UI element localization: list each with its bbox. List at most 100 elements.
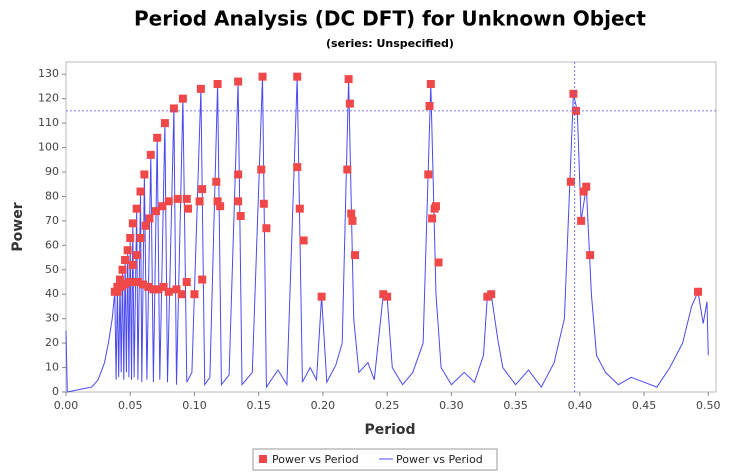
point bbox=[139, 280, 148, 289]
y-tick-label: 50 bbox=[45, 263, 59, 276]
legend-label: Power vs Period bbox=[272, 453, 359, 466]
point bbox=[343, 165, 352, 174]
point bbox=[196, 84, 205, 93]
x-tick-label: 0.10 bbox=[182, 399, 207, 412]
point bbox=[172, 285, 181, 294]
point bbox=[177, 290, 186, 299]
y-tick-label: 70 bbox=[45, 214, 59, 227]
point bbox=[257, 165, 266, 174]
point bbox=[164, 197, 173, 206]
point bbox=[121, 256, 130, 264]
point bbox=[431, 202, 440, 211]
point bbox=[133, 278, 142, 286]
point bbox=[259, 199, 268, 208]
x-tick-label: 0.30 bbox=[439, 399, 464, 412]
point bbox=[182, 278, 191, 286]
point bbox=[293, 72, 302, 81]
y-tick-label: 60 bbox=[45, 238, 59, 251]
point bbox=[146, 150, 155, 159]
point bbox=[569, 89, 578, 98]
point bbox=[212, 177, 221, 186]
point bbox=[344, 75, 353, 84]
point bbox=[128, 219, 137, 228]
point bbox=[236, 212, 245, 220]
point bbox=[132, 204, 141, 213]
legend-marker bbox=[259, 455, 267, 463]
point bbox=[123, 246, 132, 255]
point bbox=[115, 275, 124, 284]
point bbox=[141, 221, 150, 230]
point bbox=[299, 236, 308, 245]
y-tick-label: 110 bbox=[38, 116, 59, 129]
point bbox=[173, 194, 182, 203]
point bbox=[383, 292, 392, 301]
point bbox=[128, 260, 137, 269]
point bbox=[262, 224, 271, 233]
point bbox=[178, 94, 187, 103]
point bbox=[426, 80, 435, 88]
point bbox=[145, 214, 154, 223]
point bbox=[424, 170, 433, 179]
point bbox=[118, 265, 127, 274]
point bbox=[198, 185, 207, 194]
x-tick-label: 0.00 bbox=[54, 399, 79, 412]
point bbox=[164, 287, 173, 296]
point bbox=[213, 80, 222, 88]
point bbox=[136, 187, 145, 196]
point bbox=[184, 204, 193, 213]
y-tick-label: 100 bbox=[38, 141, 59, 154]
point bbox=[351, 251, 360, 260]
point bbox=[136, 234, 145, 242]
point bbox=[195, 197, 204, 206]
point bbox=[425, 102, 434, 110]
point bbox=[154, 285, 163, 294]
x-tick-label: 0.50 bbox=[696, 399, 721, 412]
point bbox=[140, 170, 149, 179]
x-tick-label: 0.05 bbox=[118, 399, 143, 412]
point bbox=[234, 197, 243, 206]
y-axis-label: Power bbox=[10, 202, 26, 251]
point bbox=[153, 133, 162, 142]
legend-box bbox=[252, 448, 498, 471]
point bbox=[317, 292, 326, 301]
point bbox=[582, 182, 591, 191]
point bbox=[566, 177, 575, 186]
x-tick-label: 0.45 bbox=[632, 399, 657, 412]
point bbox=[126, 234, 135, 242]
point bbox=[216, 202, 225, 211]
point bbox=[128, 278, 137, 286]
chart-subtitle: (series: Unspecified) bbox=[326, 37, 454, 50]
point bbox=[295, 204, 304, 213]
point bbox=[347, 209, 356, 218]
y-tick-label: 0 bbox=[52, 385, 59, 398]
point bbox=[213, 197, 222, 206]
point bbox=[428, 214, 437, 223]
point bbox=[234, 170, 243, 179]
point bbox=[160, 119, 169, 128]
point bbox=[190, 290, 199, 299]
point bbox=[151, 207, 160, 216]
y-tick-label: 120 bbox=[38, 92, 59, 105]
x-tick-label: 0.25 bbox=[375, 399, 400, 412]
point bbox=[144, 282, 153, 291]
point bbox=[577, 216, 586, 225]
point bbox=[694, 287, 703, 296]
power-line bbox=[65, 76, 709, 393]
chart-title: Period Analysis (DC DFT) for Unknown Obj… bbox=[134, 7, 646, 31]
point bbox=[348, 216, 357, 225]
point bbox=[132, 251, 141, 260]
plot-area bbox=[65, 61, 717, 393]
x-tick-label: 0.40 bbox=[568, 399, 593, 412]
point bbox=[293, 163, 302, 172]
point bbox=[579, 187, 588, 196]
y-tick-label: 90 bbox=[45, 165, 59, 178]
point bbox=[586, 251, 595, 260]
x-tick-label: 0.20 bbox=[311, 399, 336, 412]
y-tick-label: 30 bbox=[45, 312, 59, 325]
point bbox=[158, 202, 167, 211]
x-axis-label: Period bbox=[364, 422, 415, 438]
y-tick-label: 80 bbox=[45, 189, 59, 202]
y-tick-label: 20 bbox=[45, 336, 59, 349]
point bbox=[149, 285, 158, 294]
